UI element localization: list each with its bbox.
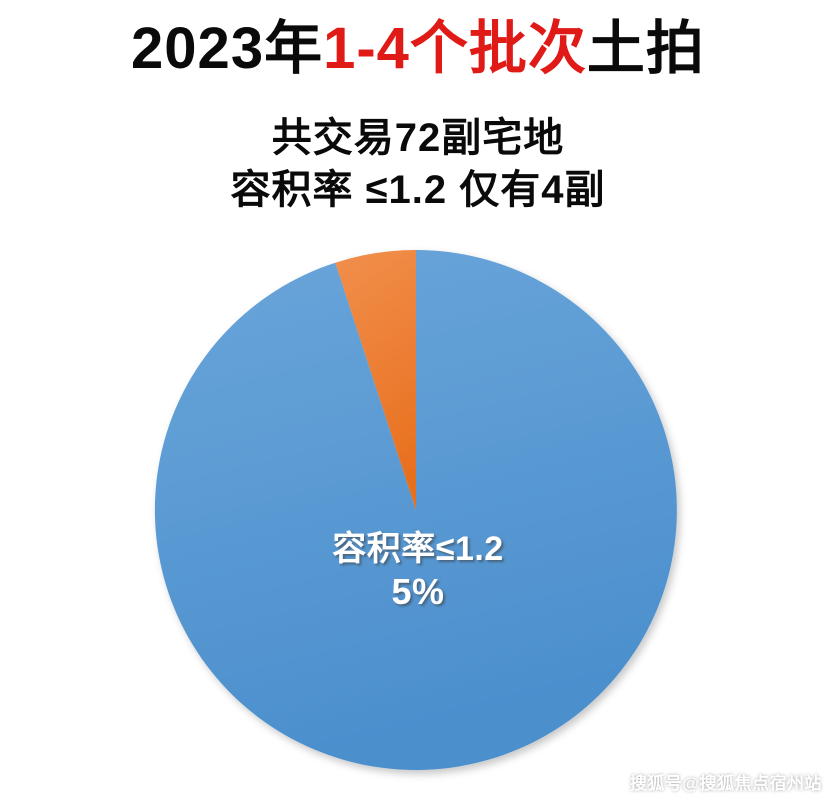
title-segment-landauction: 土拍 [586, 16, 705, 81]
pie-label-small-percent: 5% [391, 571, 445, 612]
subtitle-line-1: 共交易72副宅地 [271, 116, 565, 160]
subtitle-line-2: 容积率 ≤1.2 仅有4副 [230, 168, 606, 212]
watermark: 搜狐号@搜狐焦点宿州站 [629, 774, 822, 793]
page-title: 2023年1-4个批次土拍 [0, 14, 836, 84]
pie-slice-large[interactable] [154, 250, 677, 770]
pie-label-small-name: 容积率≤1.2 [332, 530, 504, 568]
pie-slice-small[interactable] [335, 249, 416, 510]
pie-chart: 容积率≤1.2 5% 容积率 > 1.2 95% [0, 236, 836, 782]
pie-chart-svg [154, 249, 677, 770]
title-segment-batches: 1-4个批次 [323, 16, 587, 81]
title-segment-year: 2023年 [131, 16, 324, 81]
subtitle: 共交易72副宅地 容积率 ≤1.2 仅有4副 [0, 112, 836, 216]
pie-label-small: 容积率≤1.2 5% [268, 528, 568, 614]
